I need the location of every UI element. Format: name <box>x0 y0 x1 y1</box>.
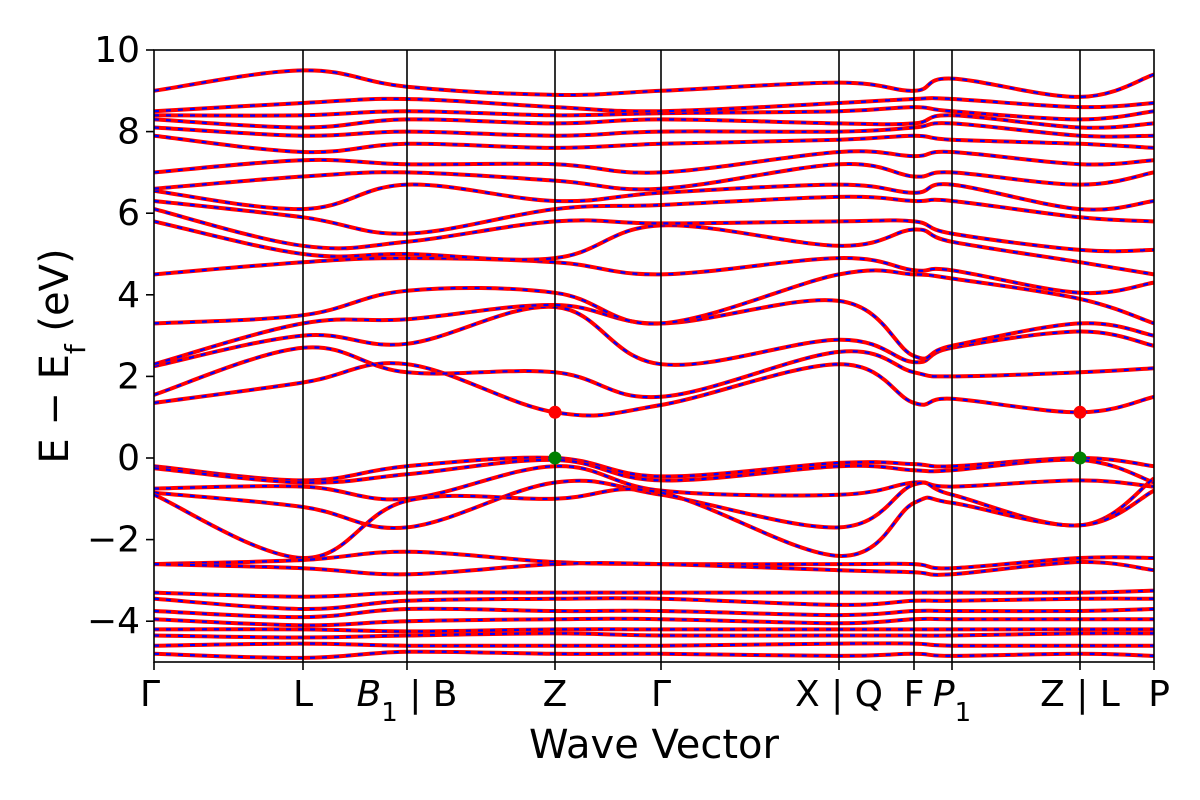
band-line-v9-dashed <box>154 597 1154 611</box>
x-tick-label-1: L <box>293 674 313 715</box>
kpath-lines <box>302 50 1081 662</box>
x-axis-ticks: Γ L B1 | B Z Γ X | Q F P1 Z | L P <box>140 662 1170 728</box>
band-line-v8-solid <box>154 588 1154 599</box>
y-tick-label-2: 0 <box>117 438 140 479</box>
band-line-c15-dashed <box>154 114 1154 129</box>
band-line-c6-dashed <box>154 256 1154 295</box>
band-line-c17-solid <box>154 96 1154 114</box>
band-line-c13-solid <box>154 133 1154 155</box>
y-tick-label-7: 10 <box>94 30 140 71</box>
x-axis-title: Wave Vector <box>529 722 780 768</box>
band-line-v11-dashed <box>154 617 1154 627</box>
y-tick-label-1: −2 <box>87 520 140 561</box>
y-axis-title: E − Ef (eV) <box>32 248 92 463</box>
band-line-c11-solid <box>154 161 1154 192</box>
band-edge-markers <box>548 405 1087 465</box>
band-line-c4-solid <box>154 298 1154 367</box>
band-line-c1-dashed <box>154 362 1154 417</box>
bands-layer <box>154 68 1154 660</box>
band-line-c16-dashed <box>154 105 1154 121</box>
y-axis-title-sub: f <box>59 343 92 354</box>
band-edge-cbm-2 <box>548 405 562 419</box>
band-line-v13-solid <box>154 631 1154 640</box>
band-line-c2-solid <box>154 345 1154 400</box>
band-line-v9-solid <box>154 596 1154 612</box>
band-line-c14-solid <box>154 121 1154 139</box>
band-line-v15-dashed <box>154 650 1154 660</box>
band-line-v14-solid <box>154 641 1154 648</box>
band-line-c10-dashed <box>154 183 1154 211</box>
band-line-v5-solid <box>154 487 1154 561</box>
y-tick-label-3: 2 <box>117 356 140 397</box>
y-tick-label-0: −4 <box>87 601 140 642</box>
y-tick-label-6: 8 <box>117 112 140 153</box>
y-tick-label-5: 6 <box>117 193 140 234</box>
x-tick-label-6: F <box>904 674 925 715</box>
band-line-v14-dashed <box>154 642 1154 647</box>
band-line-v1-solid <box>154 455 1154 483</box>
y-axis-ticks: −4 −2 0 2 4 6 8 10 <box>87 30 154 642</box>
x-tick-label-4: Γ <box>651 674 671 715</box>
band-line-c9-solid <box>154 194 1154 236</box>
band-line-v3-solid <box>154 464 1154 502</box>
band-line-c9-dashed <box>154 195 1154 235</box>
band-line-v12-dashed <box>154 628 1154 633</box>
band-line-v11-solid <box>154 616 1154 628</box>
y-axis-title-unit: (eV) <box>32 248 78 344</box>
x-tick-label-0: Γ <box>140 674 160 715</box>
x-tick-label-8: Z | L <box>1040 674 1120 715</box>
x-tick-label-9: P <box>1148 674 1170 715</box>
x-tick-label-3: Z <box>543 674 568 715</box>
band-edge-vbm-0 <box>548 451 562 465</box>
x-tick-label-7: P1 <box>933 674 971 728</box>
y-axis-title-main: E − E <box>32 354 78 464</box>
band-edge-cbm-3 <box>1073 405 1087 419</box>
band-line-v5-dashed <box>154 488 1154 560</box>
band-line-v10-dashed <box>154 607 1154 619</box>
band-line-c3-dashed <box>154 305 1154 368</box>
band-line-c7-dashed <box>154 220 1154 276</box>
band-line-v4-dashed <box>154 477 1154 530</box>
band-line-v2-solid <box>154 457 1154 485</box>
band-line-c2-dashed <box>154 346 1154 399</box>
band-line-v7-dashed <box>154 560 1154 576</box>
plot-frame <box>153 49 1155 663</box>
band-line-c12-dashed <box>154 150 1154 174</box>
svg-text:E − Ef (eV): E − Ef (eV) <box>32 248 92 463</box>
x-tick-label-5: X | Q <box>795 674 883 715</box>
band-line-c1-solid <box>154 361 1154 418</box>
band-line-c8-solid <box>154 207 1154 254</box>
band-line-c14-dashed <box>154 122 1154 138</box>
band-line-c13-dashed <box>154 134 1154 154</box>
band-line-c18-solid <box>154 68 1154 99</box>
band-line-c11-dashed <box>154 162 1154 191</box>
band-line-c12-solid <box>154 149 1154 175</box>
band-line-c5-dashed <box>154 269 1154 325</box>
band-line-v15-solid <box>154 649 1154 660</box>
band-line-c18-dashed <box>154 69 1154 99</box>
band-line-v13-dashed <box>154 632 1154 639</box>
band-line-c17-dashed <box>154 97 1154 113</box>
band-line-v8-dashed <box>154 589 1154 598</box>
band-edge-vbm-1 <box>1073 451 1087 465</box>
band-line-c4-dashed <box>154 299 1154 366</box>
y-tick-label-4: 4 <box>117 275 140 316</box>
x-tick-label-2: B1 | B <box>357 674 458 728</box>
band-line-v12-solid <box>154 627 1154 634</box>
